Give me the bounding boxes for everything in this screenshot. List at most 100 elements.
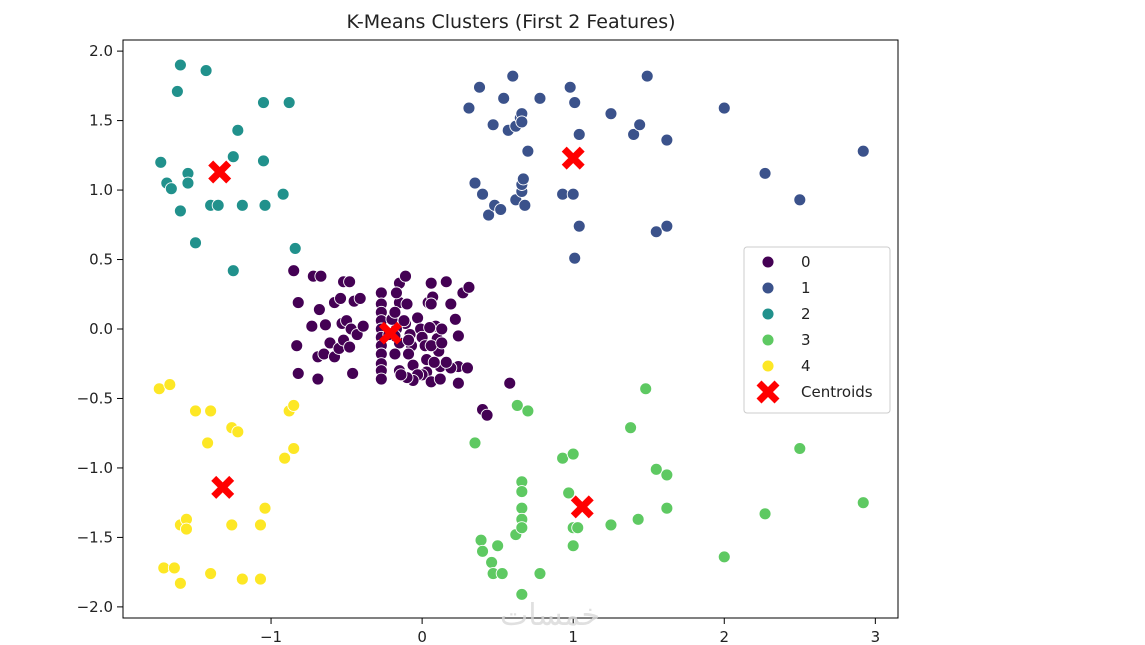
- data-point-cluster-0: [343, 275, 357, 289]
- data-point-cluster-1: [660, 133, 674, 147]
- data-point-cluster-4: [189, 404, 202, 418]
- data-point-cluster-1: [482, 208, 496, 222]
- legend-marker: [761, 255, 775, 269]
- data-point-cluster-4: [231, 425, 245, 439]
- data-point-cluster-3: [660, 501, 674, 515]
- data-point-cluster-0: [291, 296, 305, 310]
- centroid-marker: [561, 146, 585, 170]
- legend-marker: [761, 281, 775, 295]
- data-point-cluster-0: [388, 347, 402, 361]
- data-point-cluster-1: [515, 115, 529, 129]
- data-point-cluster-3: [571, 521, 585, 535]
- data-point-cluster-1: [516, 172, 530, 186]
- centroid-marker: [570, 495, 594, 519]
- data-point-cluster-3: [856, 496, 870, 510]
- data-point-cluster-4: [278, 451, 292, 465]
- centroid-marker: [208, 160, 232, 184]
- data-point-cluster-4: [258, 501, 272, 515]
- data-point-cluster-0: [334, 291, 347, 305]
- data-point-cluster-2: [258, 198, 272, 212]
- data-point-cluster-4: [254, 518, 267, 532]
- data-point-cluster-1: [572, 128, 586, 141]
- data-point-cluster-0: [290, 339, 304, 353]
- legend-centroid-marker: [756, 380, 780, 404]
- data-point-cluster-3: [468, 436, 482, 450]
- legend-label: Centroids: [801, 383, 873, 401]
- data-point-cluster-3: [491, 539, 505, 553]
- data-point-cluster-1: [506, 69, 520, 83]
- legend-label: 3: [801, 331, 811, 349]
- centroid-marker: [378, 321, 402, 345]
- legend-marker: [761, 307, 775, 321]
- legend-box: [743, 246, 891, 414]
- data-point-cluster-4: [173, 576, 187, 590]
- data-point-cluster-4: [287, 398, 301, 412]
- data-point-cluster-0: [305, 319, 319, 333]
- legend: 0 1 2 3 4 Centroids: [743, 246, 891, 414]
- data-point-cluster-0: [460, 361, 474, 375]
- data-point-cluster-2: [199, 64, 213, 78]
- data-point-cluster-0: [462, 280, 476, 294]
- data-point-cluster-0: [346, 367, 360, 380]
- data-point-cluster-2: [231, 123, 245, 137]
- data-point-cluster-1: [473, 80, 486, 94]
- data-point-cluster-0: [389, 286, 403, 300]
- x-tick-label: 0: [417, 628, 427, 645]
- data-point-cluster-3: [649, 462, 663, 476]
- data-point-cluster-0: [312, 303, 326, 316]
- x-axis: −1 0 1 2 3: [260, 618, 880, 645]
- legend-label: 0: [801, 253, 811, 271]
- data-point-cluster-0: [448, 312, 462, 326]
- data-point-cluster-3: [521, 404, 535, 418]
- data-point-cluster-4: [254, 572, 267, 586]
- data-point-cluster-3: [515, 587, 529, 601]
- data-point-cluster-3: [566, 447, 580, 461]
- data-point-cluster-0: [343, 340, 357, 354]
- data-point-cluster-0: [374, 286, 388, 300]
- x-tick-label: 3: [871, 628, 881, 645]
- legend-label: 4: [801, 357, 811, 375]
- data-point-cluster-0: [397, 314, 411, 328]
- y-tick-label: −2.0: [77, 598, 113, 616]
- data-point-cluster-4: [204, 404, 218, 418]
- data-point-cluster-4: [204, 567, 218, 580]
- y-tick-label: 2.0: [89, 42, 113, 60]
- x-tick-label: 2: [719, 628, 729, 645]
- data-point-cluster-0: [311, 372, 325, 386]
- data-points: [152, 58, 870, 601]
- data-point-cluster-2: [181, 176, 195, 190]
- centroid-marker: [211, 475, 235, 499]
- data-point-cluster-0: [433, 372, 447, 386]
- data-point-cluster-1: [568, 96, 582, 109]
- data-point-cluster-0: [435, 322, 449, 336]
- y-axis: −2.0 −1.5 −1.0 −0.5 0.0 0.5 1.0 1.5 2.0: [77, 42, 123, 616]
- data-point-cluster-0: [291, 367, 305, 380]
- data-point-cluster-0: [317, 347, 331, 361]
- data-point-cluster-1: [568, 251, 582, 265]
- data-point-cluster-0: [503, 376, 517, 390]
- y-tick-label: −0.5: [77, 389, 113, 407]
- data-point-cluster-3: [515, 485, 529, 499]
- x-tick-label: −1: [260, 628, 282, 645]
- legend-label: 2: [801, 305, 811, 323]
- data-point-cluster-1: [476, 187, 490, 201]
- data-point-cluster-2: [276, 187, 290, 201]
- data-point-cluster-0: [356, 319, 370, 333]
- data-point-cluster-0: [439, 355, 453, 369]
- data-point-cluster-0: [424, 276, 438, 290]
- data-point-cluster-2: [226, 150, 240, 164]
- data-point-cluster-1: [497, 91, 511, 105]
- data-point-cluster-1: [649, 225, 663, 239]
- y-tick-label: −1.5: [77, 528, 113, 546]
- data-point-cluster-4: [287, 442, 301, 455]
- data-point-cluster-4: [225, 518, 239, 532]
- data-point-cluster-1: [660, 219, 674, 233]
- data-point-cluster-0: [451, 376, 465, 390]
- data-point-cluster-1: [633, 118, 647, 132]
- data-point-cluster-0: [374, 372, 388, 386]
- data-point-cluster-3: [624, 421, 638, 435]
- data-point-cluster-2: [173, 58, 187, 72]
- data-point-cluster-4: [201, 436, 215, 450]
- legend-label: 1: [801, 279, 811, 297]
- data-point-cluster-1: [758, 166, 772, 180]
